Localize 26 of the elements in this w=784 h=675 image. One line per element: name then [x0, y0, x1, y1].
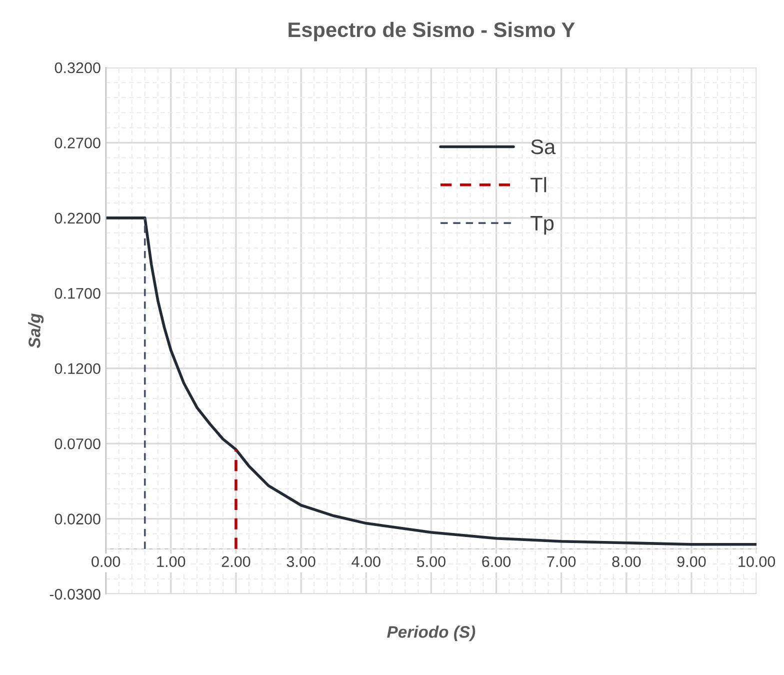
- x-tick-label: 6.00: [482, 556, 511, 568]
- y-tick-label: 0.3200: [54, 62, 100, 74]
- y-tick-label: 0.1200: [54, 363, 100, 374]
- y-tick-label: -0.0300: [50, 588, 100, 600]
- x-tick-label: 4.00: [352, 556, 380, 568]
- legend-label: Tl: [530, 177, 546, 192]
- y-axis-title: Sa/g: [28, 313, 44, 348]
- x-tick-label: 7.00: [547, 556, 576, 568]
- x-tick-label: 10.00: [738, 556, 776, 568]
- legend-label: Tp: [530, 216, 554, 235]
- y-tick-label: 0.2200: [54, 212, 100, 224]
- x-tick-label: 5.00: [416, 556, 446, 568]
- x-tick-label: 3.00: [286, 556, 316, 568]
- x-tick-label: 2.00: [222, 556, 250, 568]
- y-tick-label: 0.0700: [54, 438, 100, 450]
- x-axis-title: Periodo (S): [387, 626, 476, 642]
- line-series: [106, 216, 757, 546]
- x-tick-label: 9.00: [677, 556, 706, 568]
- chart-title: Espectro de Sismo - Sismo Y: [288, 22, 575, 42]
- x-tick-label: 0.00: [92, 556, 120, 568]
- x-tick-label: 1.00: [157, 556, 186, 568]
- legend-label: Sa: [531, 139, 556, 154]
- y-tick-label: 0.2700: [54, 138, 100, 148]
- y-tick-label: 0.0200: [54, 514, 100, 524]
- x-tick-label: 8.00: [612, 556, 641, 568]
- y-tick-label: 0.1700: [54, 288, 100, 299]
